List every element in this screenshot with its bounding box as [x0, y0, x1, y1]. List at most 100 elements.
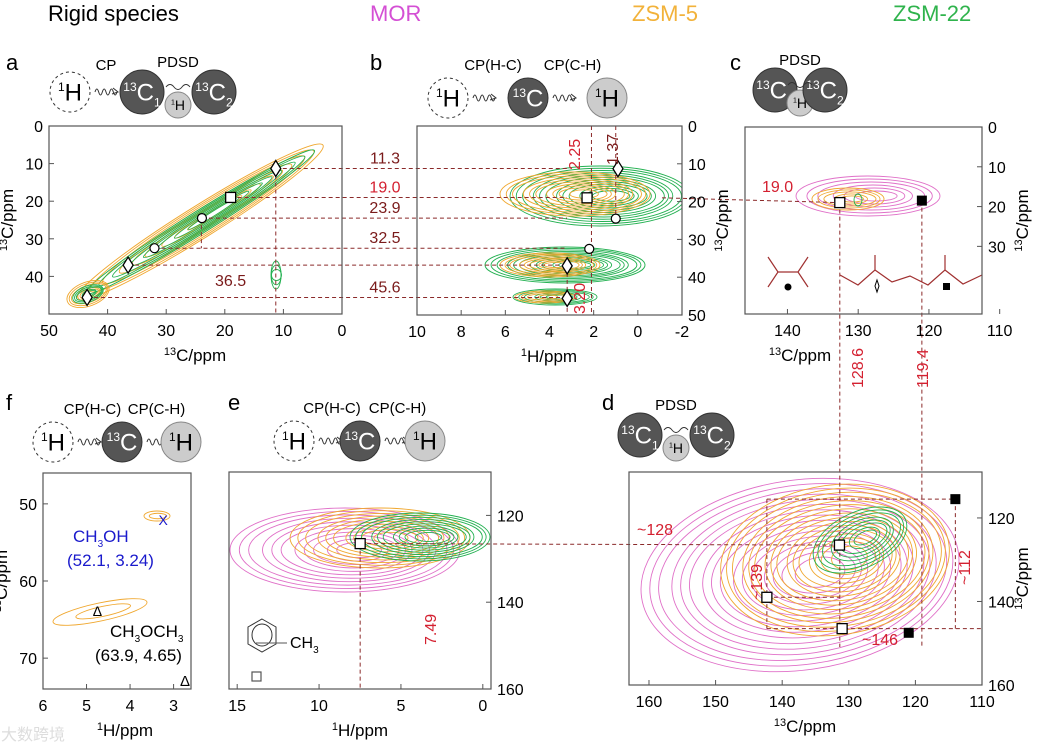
- b-1h-src: 1H: [427, 77, 469, 119]
- contour-line: [509, 165, 682, 227]
- contour-line: [811, 187, 885, 211]
- x-axis-label: 13C/ppm: [774, 717, 836, 736]
- d-c2: 13C2: [689, 412, 735, 458]
- c-c1: 13C1: [752, 67, 798, 113]
- diamond-marker: [612, 159, 624, 178]
- x-tick-label: 140: [769, 694, 796, 711]
- f-cphc: CP(H-C): [64, 401, 122, 418]
- svg-text:1H: 1H: [595, 86, 619, 113]
- contour-line: [848, 526, 881, 550]
- diamond-marker: [561, 289, 573, 308]
- contour-line: [748, 500, 930, 619]
- plot-frame-e: [228, 471, 492, 690]
- y-axis-label: 13C/ppm: [1013, 547, 1032, 609]
- contour-zsm5-c: [811, 187, 885, 211]
- proton-source-icon: [427, 77, 469, 119]
- diamond-marker: [561, 256, 573, 276]
- contour-line: [786, 520, 901, 597]
- contour-line: [238, 510, 454, 590]
- shift-labels: 11.3 19.0 23.9 32.5 45.6: [369, 150, 400, 296]
- watermark: 大数跨境: [1, 725, 65, 744]
- x-tick-label: 15: [228, 698, 246, 715]
- filled-square-marker: [916, 195, 927, 206]
- f-cpch: CP(C-H): [128, 401, 186, 418]
- svg-text:1H: 1H: [793, 95, 807, 111]
- toluene-structure: CH3: [247, 618, 319, 682]
- y-tick-label: 40: [688, 270, 706, 287]
- x-axis-label: 13C/ppm: [769, 346, 831, 365]
- a-pdsd-h: 1H: [164, 91, 192, 119]
- f-1h-det: 1H: [160, 421, 202, 463]
- svg-text:CH3: CH3: [290, 635, 319, 656]
- carbon-icon: [339, 420, 381, 462]
- contour-line: [545, 294, 574, 300]
- circle-marker: [784, 283, 792, 291]
- carbon-icon: [802, 67, 848, 113]
- contour-dme: [52, 598, 148, 626]
- x-tick-label: 20: [216, 323, 234, 340]
- contour-line: [806, 178, 933, 214]
- contour-mor-c: [795, 175, 941, 217]
- y-tick-label: 60: [19, 574, 37, 591]
- contour-line: [522, 177, 634, 211]
- contour-line: [532, 172, 674, 220]
- svg-text:13C1: 13C1: [621, 423, 659, 453]
- transfer-arrow-icon: [552, 94, 576, 102]
- contour-line: [271, 268, 282, 282]
- y-tick-label: 10: [688, 157, 706, 174]
- a-pdsd-c1: 13C1: [119, 69, 165, 115]
- annotation-128-6: 128.6: [850, 348, 867, 388]
- contour-line: [173, 190, 250, 239]
- contour-line: [229, 507, 461, 593]
- annotation-36-5: 36.5: [215, 273, 246, 290]
- diamond-marker: [81, 288, 93, 307]
- oligomer-structures: [839, 255, 983, 286]
- b-cpch: CP(C-H): [544, 57, 602, 74]
- contour-line: [823, 191, 877, 207]
- contour-line: [546, 183, 617, 205]
- x-tick-label: -2: [675, 324, 689, 341]
- contour-line: [853, 529, 878, 546]
- contour-mor-d: [640, 477, 960, 673]
- contour-line: [499, 171, 651, 217]
- contour-line: [297, 510, 466, 566]
- contour-line: [830, 516, 894, 562]
- proton-icon: [164, 91, 192, 119]
- contour-line: [504, 253, 598, 277]
- plot-frame-a: [48, 125, 343, 315]
- contour-line: [535, 181, 625, 207]
- square-marker: [834, 196, 846, 209]
- y-axis-label: 13C/ppm: [0, 550, 11, 612]
- svg-text:1H: 1H: [436, 86, 460, 113]
- square-marker: [761, 591, 773, 603]
- label-zsm5: ZSM-5: [632, 1, 698, 26]
- guide-dashed-line: [360, 543, 840, 546]
- shift-label: 23.9: [369, 200, 400, 217]
- svg-text:13C2: 13C2: [806, 78, 844, 108]
- y-tick-label: 10: [25, 157, 43, 174]
- contour-line: [505, 173, 647, 215]
- panel-letter-a: a: [6, 50, 19, 75]
- plot-frame-d: [628, 471, 983, 686]
- y-tick-label: 50: [19, 497, 37, 514]
- x-tick-label: 40: [99, 323, 117, 340]
- contour-line: [305, 512, 460, 564]
- contour-line: [720, 483, 950, 637]
- y-tick-label: 120: [497, 508, 524, 525]
- contour-line: [398, 527, 455, 547]
- x-axis-label: 13C/ppm: [164, 346, 226, 365]
- label-zsm22: ZSM-22: [893, 1, 971, 26]
- contour-line: [523, 257, 583, 273]
- x-tick-label: 120: [916, 323, 943, 340]
- y-tick-label: 70: [19, 651, 37, 668]
- y-tick-label: 10: [988, 160, 1006, 177]
- proton-source-icon: [49, 71, 91, 113]
- x-tick-label: 5: [396, 698, 405, 715]
- b-cphc: CP(H-C): [464, 57, 522, 74]
- y-tick-label: 140: [988, 594, 1015, 611]
- contour-line: [719, 519, 902, 628]
- contour-line: [817, 189, 881, 209]
- contour-line: [539, 174, 669, 218]
- svg-text:1H: 1H: [282, 429, 306, 456]
